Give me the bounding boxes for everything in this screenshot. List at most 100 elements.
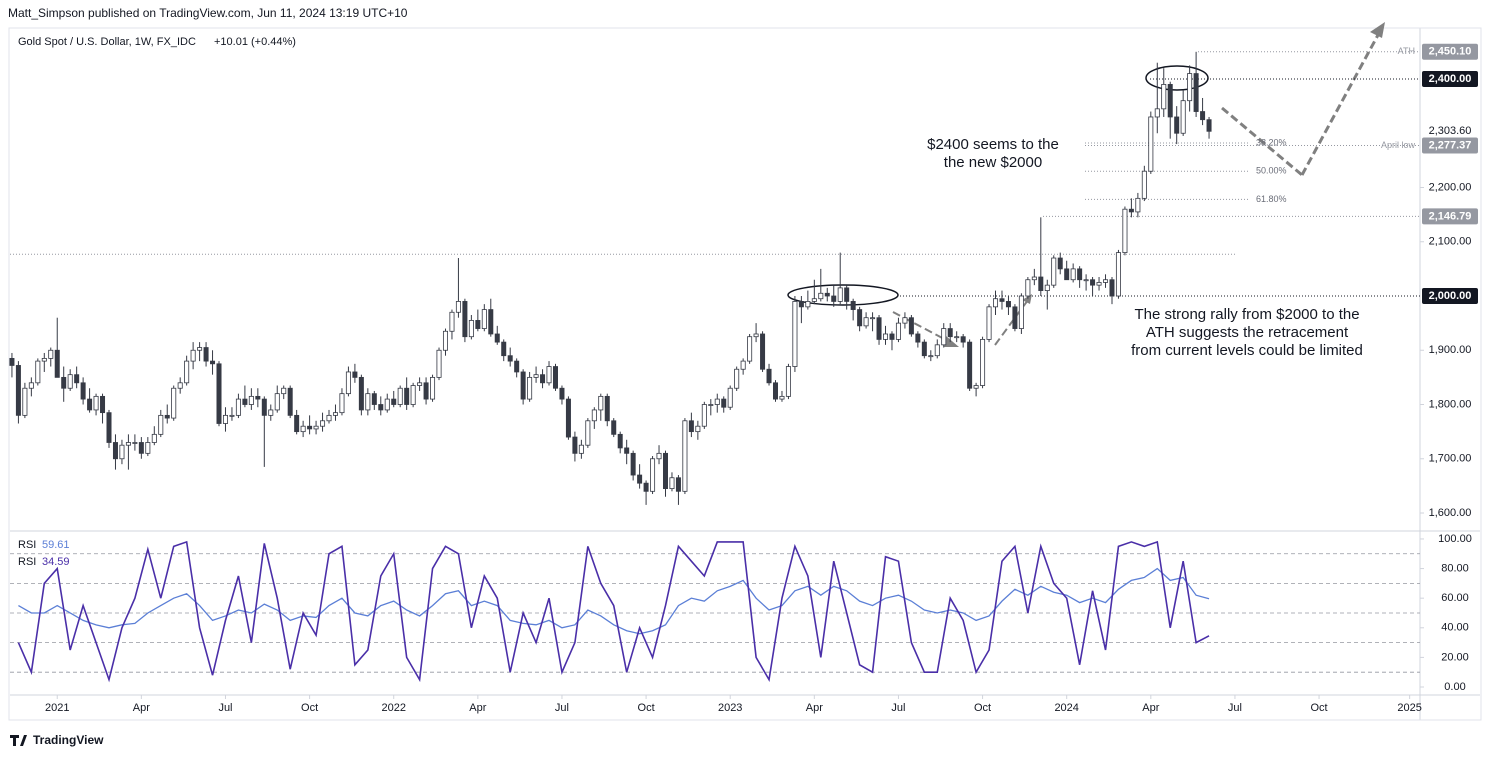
candle-body — [125, 442, 131, 446]
level-box — [1422, 208, 1478, 225]
candle-body — [675, 477, 681, 492]
candle-body — [54, 349, 60, 378]
candle-body — [520, 371, 526, 400]
publisher: Matt_Simpson published on TradingView.co… — [8, 6, 408, 20]
candle-body — [216, 363, 222, 424]
candle-body — [488, 309, 494, 335]
candle-body — [824, 292, 830, 297]
x-tick-label: Oct — [1310, 702, 1327, 714]
y-tick-label: 2,100.00 — [1429, 236, 1472, 248]
candle-body — [67, 374, 73, 389]
level-label: 2,303.60 — [1429, 125, 1472, 137]
candle-body — [772, 382, 779, 400]
candle-body — [248, 395, 254, 405]
x-tick-label: Jul — [218, 702, 232, 714]
candle-body — [585, 420, 591, 446]
annotation: The strong rally from $2000 to the — [1134, 306, 1359, 323]
candle-body — [656, 452, 662, 460]
candle-body — [727, 387, 733, 408]
candle-body — [1200, 111, 1206, 121]
x-tick-label: 2024 — [1054, 702, 1078, 714]
candle-body — [132, 442, 138, 444]
candle-body — [980, 339, 986, 386]
candle-body — [811, 298, 817, 302]
x-tick-label: Oct — [301, 702, 318, 714]
candle-body — [559, 387, 565, 400]
level-tag: April low — [1381, 140, 1416, 150]
arrow-down — [1221, 106, 1303, 177]
candle-body — [9, 357, 15, 366]
candle-body — [540, 374, 546, 384]
drawings — [892, 34, 1380, 346]
candle-body — [1128, 208, 1134, 213]
candle-body — [475, 320, 481, 329]
level-label: 2,146.79 — [1429, 210, 1472, 222]
candle-body — [28, 382, 34, 389]
candle-body — [1044, 284, 1050, 291]
footer-brand: TradingView — [33, 733, 104, 747]
candle-body — [708, 404, 714, 406]
candle-body — [391, 398, 397, 405]
candle-body — [591, 409, 597, 422]
candle-body — [604, 395, 610, 422]
symbol: Gold Spot / U.S. Dollar, 1W, FX_IDC — [18, 36, 196, 48]
candle-body — [384, 398, 390, 411]
candle-body — [947, 328, 953, 338]
fib-label: 61.80% — [1256, 194, 1287, 204]
x-tick-label: Jul — [555, 702, 569, 714]
y-tick-label: 1,800.00 — [1429, 398, 1472, 410]
candle-body — [844, 287, 850, 302]
candle-body — [261, 398, 267, 416]
candle-body — [397, 387, 403, 405]
candle-body — [624, 447, 630, 454]
candle-body — [637, 474, 643, 484]
arrow-small — [994, 299, 1029, 346]
candle-body — [501, 341, 507, 357]
candle-body — [546, 366, 552, 384]
candle-body — [87, 398, 93, 411]
candle-body — [268, 409, 274, 416]
candle-body — [967, 341, 973, 389]
candle-body — [442, 330, 448, 351]
x-tick-label: Oct — [638, 702, 655, 714]
candle-body — [1161, 84, 1167, 110]
candle-body — [831, 295, 837, 302]
rsi-tick-label: 80.00 — [1441, 562, 1469, 574]
candle-body — [1174, 116, 1180, 134]
candle-body — [184, 360, 190, 384]
candle-body — [1154, 108, 1160, 118]
y-tick-label: 2,200.00 — [1429, 181, 1472, 193]
annotation: from current levels could be limited — [1131, 342, 1363, 359]
candle-body — [960, 336, 966, 343]
rsi-legend-name: RSI — [18, 539, 36, 551]
candle-body — [1012, 306, 1018, 329]
candle-body — [1083, 279, 1089, 282]
change: +10.01 (+0.44%) — [214, 36, 296, 48]
candle-body — [533, 374, 539, 378]
candle-body — [177, 382, 183, 389]
annotation: the new $2000 — [944, 154, 1042, 171]
candle-body — [417, 382, 423, 386]
candle-body — [274, 393, 280, 411]
candle-body — [766, 368, 772, 384]
x-tick-label: 2022 — [381, 702, 405, 714]
rsi-tick-label: 60.00 — [1441, 592, 1469, 604]
candle-body — [507, 355, 513, 362]
candle-body — [1090, 279, 1096, 286]
annotation: $2400 seems to the — [927, 136, 1059, 153]
candle-body — [662, 452, 669, 490]
candle-body — [235, 398, 241, 416]
candle-body — [294, 414, 300, 433]
candle-body — [112, 442, 118, 460]
candle-body — [999, 298, 1005, 302]
candle-body — [1187, 73, 1193, 102]
candle-body — [106, 412, 112, 443]
candle-body — [986, 306, 992, 340]
candle-body — [850, 301, 856, 310]
candle-body — [993, 298, 999, 308]
level-box — [1422, 70, 1478, 87]
candle-body — [378, 404, 384, 411]
candle-body — [514, 360, 520, 373]
